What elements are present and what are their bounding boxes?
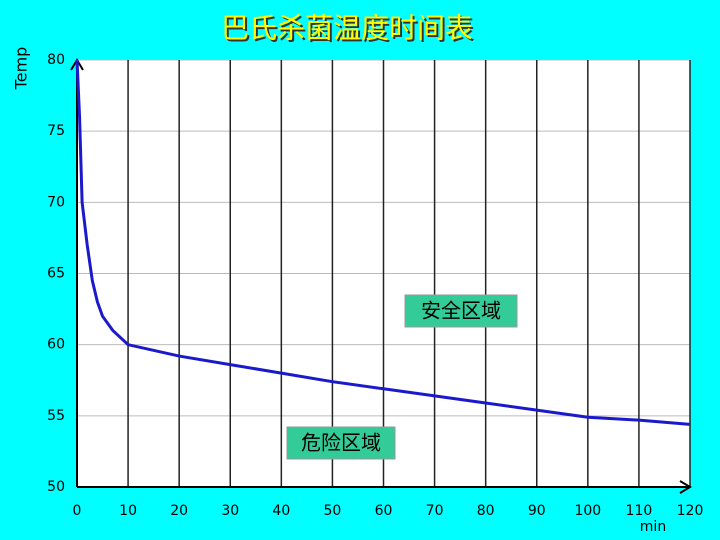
x-tick-label: 0 [73, 503, 82, 519]
x-tick-label: 10 [119, 503, 137, 519]
annotation: 安全区域 [421, 299, 501, 323]
y-tick-label: 60 [47, 337, 65, 353]
x-axis-label: min [640, 519, 666, 535]
y-tick-label: 75 [47, 123, 65, 139]
x-tick-label: 80 [477, 503, 495, 519]
x-tick-label: 30 [221, 503, 239, 519]
y-axis-label: Temp [12, 47, 31, 91]
x-tick-label: 120 [677, 503, 704, 519]
x-tick-label: 100 [574, 503, 601, 519]
x-tick-label: 60 [375, 503, 393, 519]
y-tick-label: 70 [47, 194, 65, 210]
annotation: 危险区域 [301, 431, 381, 455]
chart-title: 巴氏杀菌温度时间表 [221, 12, 473, 45]
x-tick-label: 40 [272, 503, 290, 519]
x-axis-arrow [679, 480, 692, 494]
annotation-box [404, 294, 518, 328]
line [75, 59, 691, 426]
chart-title-shadow: 巴氏杀菌温度时间表 [223, 14, 475, 47]
y-tick-label: 50 [47, 479, 65, 495]
y-tick-label: 55 [47, 408, 65, 424]
annotation-box [286, 426, 396, 460]
x-tick-label: 110 [626, 503, 653, 519]
x-tick-label: 50 [324, 503, 342, 519]
x-tick-label: 20 [170, 503, 188, 519]
x-tick-label: 90 [528, 503, 546, 519]
y-tick-label: 80 [47, 52, 65, 68]
y-tick-label: 65 [47, 266, 65, 282]
x-tick-label: 70 [426, 503, 444, 519]
